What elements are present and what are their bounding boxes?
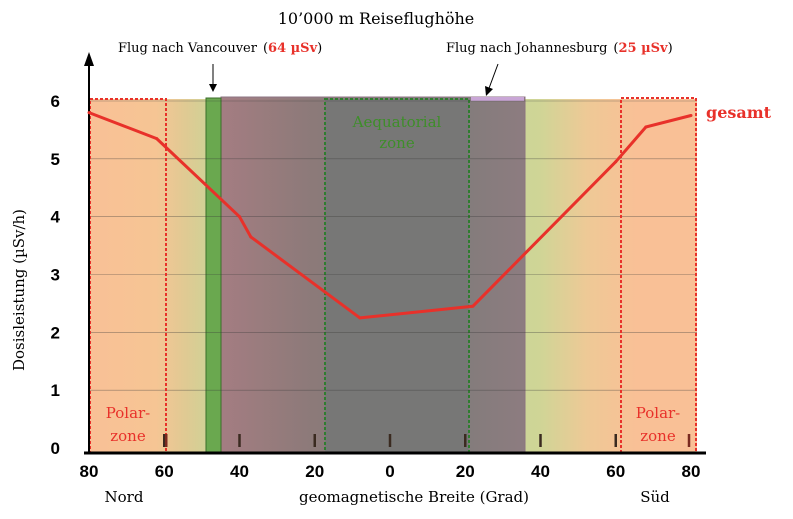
- y-tick-label: 3: [51, 266, 60, 285]
- x-tick-label: 20: [456, 462, 475, 481]
- data-point: [471, 304, 475, 308]
- annotation-johannesburg: Flug nach Johannesburg (25 µSv): [446, 41, 673, 56]
- annotation-johannesburg-arrow: [487, 63, 499, 92]
- x-tick-labels: 80 60 40 20 0 20 40 60 80: [80, 462, 701, 481]
- data-point: [689, 113, 693, 117]
- vancouver-band: [205, 97, 222, 454]
- y-tick-label: 6: [51, 92, 60, 111]
- annotation-johannesburg-dose: 25 µSv: [619, 41, 669, 56]
- minor-ticks: [163, 434, 691, 447]
- x-axis-right-label: Süd: [640, 488, 670, 506]
- x-tick-label: 80: [80, 462, 99, 481]
- y-tick-label: 0: [51, 439, 60, 458]
- series-label-gesamt: gesamt: [706, 103, 772, 122]
- data-point: [238, 215, 241, 219]
- data-point: [249, 235, 253, 239]
- equatorial-zone-label: Aequatorial zone: [352, 113, 442, 152]
- y-tick-label: 5: [51, 150, 60, 169]
- data-point: [358, 316, 362, 320]
- data-point: [87, 111, 91, 115]
- data-point: [155, 137, 159, 141]
- annotation-johannesburg-close: ): [668, 41, 673, 56]
- x-axis-left-label: Nord: [105, 488, 144, 506]
- x-tick-label: 40: [230, 462, 249, 481]
- polar-zone-north-label: Polar-zone: [106, 404, 151, 445]
- y-tick-label: 1: [51, 381, 60, 400]
- x-tick-label: 40: [531, 462, 550, 481]
- x-tick-label: 60: [606, 462, 625, 481]
- x-tick-label: 20: [305, 462, 324, 481]
- y-tick-labels: 0 1 2 3 4 5 6: [51, 92, 61, 458]
- x-tick-label: 60: [155, 462, 174, 481]
- annotation-johannesburg-text: Flug nach Johannesburg: [446, 41, 607, 56]
- johannesburg-band: [471, 97, 524, 101]
- annotation-johannesburg-open: (: [613, 41, 618, 56]
- chart-title: 10’000 m Reiseflughöhe: [278, 9, 475, 28]
- annotation-vancouver: Flug nach Vancouver (64 µSv): [118, 41, 322, 56]
- equatorial-zone: [324, 98, 470, 454]
- y-tick-label: 4: [51, 208, 61, 227]
- annotation-vancouver-close: ): [317, 41, 322, 56]
- annotation-vancouver-arrowhead: [209, 84, 217, 92]
- x-tick-label: 80: [682, 462, 701, 481]
- x-tick-label: 0: [385, 462, 394, 481]
- y-tick-label: 2: [51, 323, 60, 342]
- x-axis-label: geomagnetische Breite (Grad): [299, 488, 529, 506]
- data-point: [644, 125, 648, 129]
- y-axis-arrow: [84, 52, 94, 66]
- grid-lines: [89, 100, 697, 391]
- annotation-vancouver-open: (: [263, 41, 268, 56]
- data-point: [614, 160, 618, 164]
- y-axis-label: Dosisleistung (µSv/h): [10, 209, 28, 371]
- annotation-vancouver-text: Flug nach Vancouver: [118, 41, 258, 56]
- annotation-vancouver-dose: 64 µSv: [268, 41, 318, 56]
- annotation-johannesburg-arrowhead: [485, 86, 493, 96]
- polar-zone-south-label: Polar-zone: [636, 404, 681, 445]
